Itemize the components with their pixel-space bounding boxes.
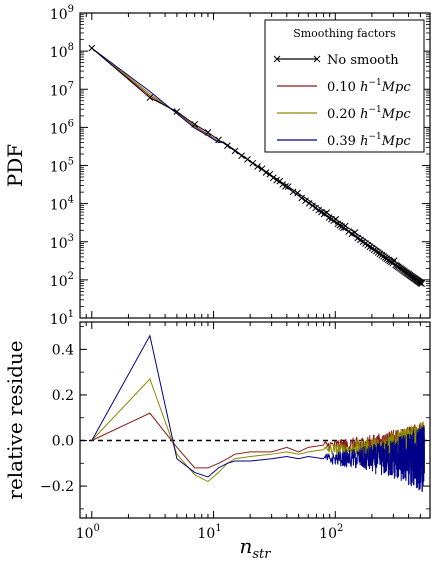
marker-no-smooth (390, 257, 398, 264)
marker-no-smooth (341, 222, 349, 230)
legend-label: 0.39 h−1Mpc (327, 132, 411, 149)
x-axis-label: nstr (239, 534, 271, 562)
marker-no-smooth (88, 44, 96, 52)
marker-no-smooth (315, 206, 322, 214)
legend-title: Smoothing factors (293, 27, 396, 40)
y-tick-label: 108 (50, 42, 74, 61)
y-tick-label: 0.0 (52, 434, 74, 450)
legend-label: No smooth (327, 53, 399, 68)
marker-no-smooth (173, 108, 181, 115)
marker-no-smooth (309, 202, 316, 210)
y-tick-label: 105 (50, 157, 74, 176)
y-tick-label: 104 (50, 195, 74, 214)
marker-no-smooth (345, 228, 353, 235)
marker-no-smooth (305, 199, 313, 207)
marker-no-smooth (323, 209, 331, 216)
marker-no-smooth (204, 129, 212, 136)
marker-no-smooth (215, 136, 222, 144)
marker-no-smooth (284, 183, 292, 190)
y-tick-label: 0.2 (52, 388, 74, 404)
residue-line-2 (91, 378, 425, 483)
marker-no-smooth (231, 147, 239, 155)
y-tick-label: 101 (50, 309, 74, 328)
residue-panel: −0.2 0.0 0.2 0.4 100 101 102 (40, 321, 431, 542)
x-tick-label: 102 (319, 523, 343, 542)
marker-no-smooth (279, 181, 287, 188)
legend-label: 0.10 h−1Mpc (327, 78, 411, 95)
marker-no-smooth (312, 204, 320, 212)
pdf-panel: 101 102 103 104 105 106 107 108 109 (50, 4, 431, 328)
residue-plot-frame (79, 321, 431, 519)
x-tick-label: 100 (76, 523, 100, 542)
y-axis-label-residue: relative residue (3, 340, 27, 499)
x-tick-label: 101 (197, 523, 221, 542)
y-tick-label: −0.2 (40, 479, 74, 495)
marker-no-smooth (224, 142, 231, 150)
marker-no-smooth (146, 94, 154, 102)
marker-no-smooth (282, 183, 289, 190)
marker-no-smooth (254, 163, 261, 170)
marker-no-smooth (302, 197, 309, 205)
marker-no-smooth (191, 121, 199, 128)
marker-no-smooth (269, 174, 277, 182)
legend-label: 0.20 h−1Mpc (327, 105, 411, 122)
marker-no-smooth (332, 215, 340, 223)
marker-no-smooth (298, 194, 306, 202)
y-tick-label: 0.4 (52, 342, 74, 358)
y-tick-label: 107 (50, 80, 74, 99)
marker-no-smooth (249, 159, 257, 167)
marker-no-smooth (418, 280, 426, 288)
y-tick-label: 102 (50, 271, 74, 290)
marker-no-smooth (262, 169, 270, 176)
marker-no-smooth (244, 155, 251, 163)
marker-no-smooth (238, 152, 245, 160)
y-tick-label: 106 (50, 118, 74, 137)
y-tick-label: 109 (50, 4, 74, 23)
residue-line-3 (91, 334, 425, 492)
marker-no-smooth (294, 189, 301, 197)
y-axis-label-pdf: PDF (3, 144, 27, 187)
y-tick-label: 103 (50, 233, 74, 252)
legend: Smoothing factors No smooth 0.10 h−1Mpc 0.2… (264, 19, 425, 153)
marker-no-smooth (351, 229, 359, 236)
